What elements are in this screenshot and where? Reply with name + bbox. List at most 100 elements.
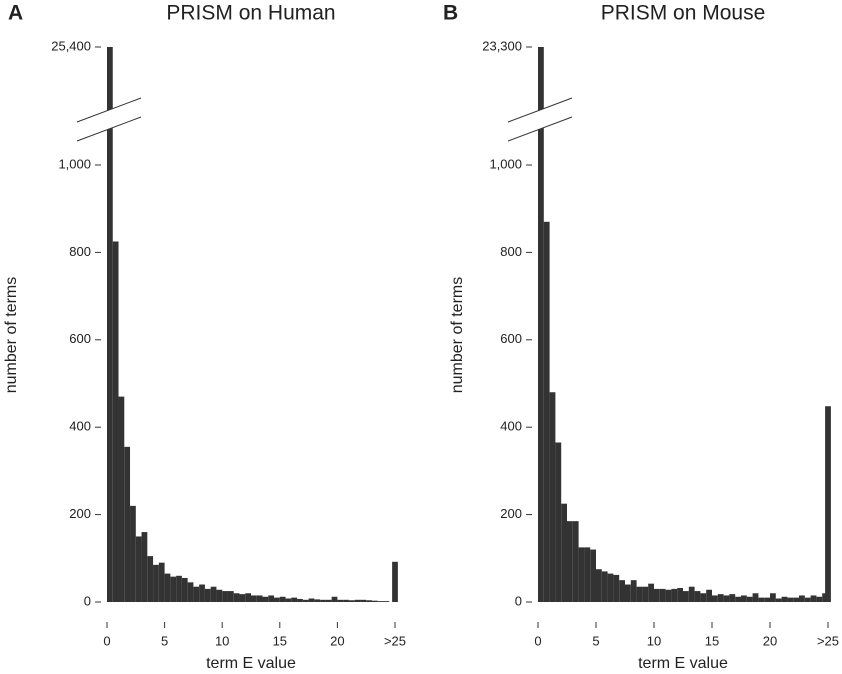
bar xyxy=(360,599,367,602)
y-tick-label: 200 xyxy=(500,506,522,521)
bar xyxy=(158,562,165,602)
panel-label: B xyxy=(443,2,458,25)
bar xyxy=(619,580,625,602)
y-tick-label: 1,000 xyxy=(489,156,522,171)
axis-break-line xyxy=(507,116,573,142)
bar xyxy=(625,584,631,602)
x-axis-label: term E value xyxy=(638,655,728,672)
bar xyxy=(764,597,770,602)
bar xyxy=(193,586,200,602)
bar xyxy=(717,594,724,602)
bar xyxy=(256,595,263,602)
bar xyxy=(314,599,321,602)
bar xyxy=(706,589,712,602)
bar xyxy=(752,593,759,602)
bar xyxy=(654,588,660,602)
bar xyxy=(543,221,550,602)
bar xyxy=(337,599,344,602)
bar xyxy=(648,583,654,602)
bar xyxy=(245,593,251,602)
bar xyxy=(775,598,782,602)
bar xyxy=(584,547,591,602)
bar xyxy=(320,599,326,602)
bar xyxy=(170,576,177,602)
axis-break-line xyxy=(507,97,573,123)
bar xyxy=(239,594,246,602)
bar xyxy=(274,597,280,602)
bar xyxy=(377,601,384,602)
overflow-bar xyxy=(825,406,831,602)
bar xyxy=(561,503,567,602)
panel-label: A xyxy=(8,2,23,25)
bar xyxy=(366,600,372,602)
bar xyxy=(302,599,309,602)
y-tick-label: 400 xyxy=(500,419,522,434)
bar xyxy=(810,595,817,602)
bar xyxy=(607,573,614,602)
bar xyxy=(141,532,148,602)
bar xyxy=(665,589,672,602)
y-tick-label: 600 xyxy=(69,331,91,346)
bar xyxy=(348,600,355,602)
bar xyxy=(279,596,286,602)
bar xyxy=(816,596,823,602)
overflow-bar xyxy=(392,561,398,602)
x-tick-label: 10 xyxy=(647,633,661,648)
bar xyxy=(325,599,332,602)
bar xyxy=(549,392,556,602)
bar xyxy=(636,586,643,602)
x-tick-label: 5 xyxy=(161,633,168,648)
bar xyxy=(153,564,159,602)
x-axis-label: term E value xyxy=(206,655,296,672)
bar xyxy=(135,536,142,602)
bar xyxy=(251,595,257,602)
x-tick-label: 15 xyxy=(705,633,719,648)
x-tick-label: 10 xyxy=(215,633,229,648)
bar xyxy=(700,593,707,602)
bar xyxy=(735,596,741,602)
x-tick-label: 15 xyxy=(273,633,287,648)
bar xyxy=(227,591,234,602)
bar xyxy=(204,588,211,602)
bar xyxy=(793,597,799,602)
bar xyxy=(596,569,602,602)
bar xyxy=(107,47,113,602)
bar xyxy=(210,586,217,602)
y-tick-label: 800 xyxy=(500,244,522,259)
chart-title: PRISM on Mouse xyxy=(601,2,766,25)
bar xyxy=(118,396,125,602)
y-axis-label: number of terms xyxy=(3,277,20,393)
bar xyxy=(331,596,338,602)
bar xyxy=(799,595,805,602)
axis-break-gap xyxy=(508,98,572,141)
y-tick-label: 200 xyxy=(69,506,91,521)
bar xyxy=(262,596,269,602)
axis-break-gap xyxy=(77,98,141,141)
bar xyxy=(147,556,154,602)
y-tick-label: 600 xyxy=(500,331,522,346)
bar xyxy=(555,442,562,602)
bar xyxy=(285,598,292,602)
y-axis-label: number of terms xyxy=(449,277,466,393)
bar xyxy=(729,594,736,602)
bar xyxy=(343,599,349,602)
y-tick-label: 0 xyxy=(84,593,91,608)
x-tick-label: >25 xyxy=(384,633,406,648)
bar xyxy=(216,589,223,602)
bar xyxy=(741,595,747,602)
y-tick-label: 800 xyxy=(69,244,91,259)
x-tick-label: 20 xyxy=(763,633,777,648)
bar xyxy=(176,575,182,602)
bar xyxy=(781,596,788,602)
y-tick-label: 25,400 xyxy=(51,38,91,53)
bar xyxy=(746,596,753,602)
x-tick-label: 20 xyxy=(330,633,344,648)
bar xyxy=(578,547,585,602)
bar xyxy=(804,597,811,602)
bar xyxy=(112,241,119,602)
bar xyxy=(787,597,794,602)
y-tick-label: 400 xyxy=(69,419,91,434)
x-tick-label: 0 xyxy=(534,633,541,648)
bar xyxy=(671,588,678,602)
axis-break-line xyxy=(76,116,142,142)
